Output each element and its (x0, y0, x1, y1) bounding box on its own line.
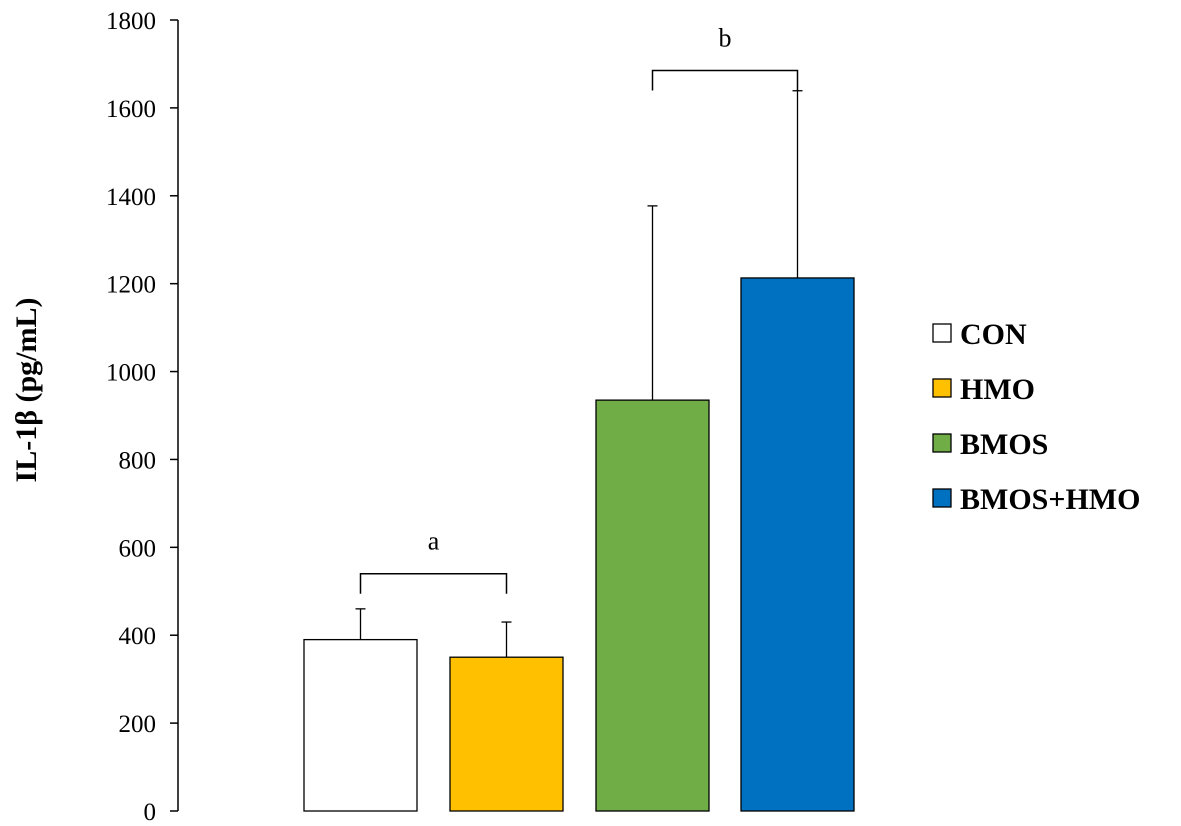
y-tick-label: 1400 (106, 184, 156, 211)
bar-bmos (595, 399, 710, 812)
y-axis: 0 200 400 600 800 1000 1200 1400 1600 1800 (106, 8, 179, 826)
bars (303, 90, 855, 812)
legend-swatch (932, 488, 952, 508)
bar-con (303, 638, 418, 812)
y-tick-label: 400 (119, 623, 157, 650)
y-tick-label: 800 (119, 447, 157, 474)
legend-swatch (932, 323, 952, 343)
legend-label: CON (960, 318, 1027, 351)
y-tick-label: 600 (119, 535, 157, 562)
significance-label: b (719, 24, 732, 53)
y-tick-label: 200 (119, 711, 157, 738)
legend-label: BMOS+HMO (960, 483, 1140, 516)
y-axis-label: IL-1β (pg/mL) (10, 298, 43, 483)
significance-bracket (651, 69, 799, 91)
legend-swatch (932, 378, 952, 398)
legend: CON HMO BMOS BMOS+HMO (932, 318, 1140, 516)
bar-bmos-hmo (740, 277, 855, 812)
y-tick-label: 0 (144, 799, 157, 826)
significance-annotations: ab (359, 24, 799, 594)
legend-swatch (932, 433, 952, 453)
significance-label: a (428, 527, 440, 556)
y-tick-label: 1800 (106, 8, 156, 35)
bar-hmo (449, 656, 564, 812)
legend-label: BMOS (960, 428, 1048, 461)
legend-label: HMO (960, 373, 1035, 406)
significance-bracket (359, 572, 508, 594)
y-tick-label: 1200 (106, 272, 156, 299)
y-tick-label: 1000 (106, 360, 156, 387)
y-tick-label: 1600 (106, 96, 156, 123)
